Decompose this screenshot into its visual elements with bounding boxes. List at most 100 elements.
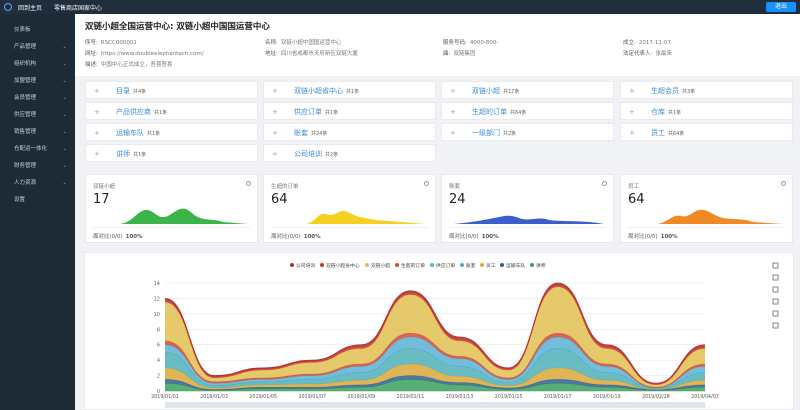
logout-button[interactable]: 退出 <box>766 2 796 12</box>
info-icon <box>424 181 429 186</box>
home-link[interactable]: 回到主页 <box>18 5 43 12</box>
y-tick-label: 6 <box>157 343 160 349</box>
link-card[interactable]: + 双链小超省中心 共1条 <box>263 81 436 99</box>
link-card[interactable]: + 生超的订单 共64条 <box>441 102 614 120</box>
link-text: 运输车队 共1条 <box>116 124 160 143</box>
link-card[interactable]: + 生超会员 共3条 <box>620 81 793 99</box>
field-label: 网址: <box>85 51 98 57</box>
menu-item[interactable]: 销售管理 ⌄ <box>0 124 75 140</box>
plus-icon: + <box>629 108 635 116</box>
menu-label: 会员管理 <box>14 95 37 101</box>
menu-item[interactable]: 人力资源 ⌄ <box>0 175 75 191</box>
link-name: 双链小超 <box>472 87 500 95</box>
menu-item[interactable]: 产品管理 ⌄ <box>0 39 75 55</box>
divider <box>628 227 785 228</box>
legend-marker <box>395 263 399 267</box>
link-card[interactable]: + 目录 共4条 <box>85 81 258 99</box>
menu-item[interactable]: 设置 <box>0 192 75 208</box>
tool-icon[interactable] <box>772 310 779 317</box>
divider <box>93 227 250 228</box>
link-text: 讲师 共1条 <box>116 145 146 164</box>
info-field: 描述: 中国中心正式成立，吾喜吾喜 <box>85 60 172 68</box>
link-name: 目录 <box>116 87 130 95</box>
compare-label: 周对比(0/0) <box>449 234 479 240</box>
legend-marker <box>500 263 504 267</box>
link-card[interactable]: + 仓库 共1条 <box>620 102 793 120</box>
area-fill <box>165 364 705 390</box>
menu-item[interactable]: 财务管理 ⌄ <box>0 158 75 174</box>
menu-item[interactable]: 仓配运一体化 ⌄ <box>0 141 75 157</box>
menu-label: 设置 <box>14 197 26 203</box>
link-card[interactable]: + 账套 共24条 <box>263 123 436 141</box>
plus-icon: + <box>629 87 635 95</box>
menu-label: 仪表板 <box>14 27 31 33</box>
legend-marker <box>530 263 534 267</box>
top-bar: 回到主页 零售商店国家中心 退出 <box>0 0 800 14</box>
info-field: 成立: 2017-11-07 <box>623 38 671 46</box>
plus-icon: + <box>94 87 100 95</box>
field-label: 序号: <box>85 40 98 46</box>
link-name: 一级部门 <box>472 129 500 137</box>
compare: 周对比(0/0) 100% <box>449 232 499 240</box>
compare: 周对比(0/0) 100% <box>628 232 678 240</box>
menu-item[interactable]: 供应管理 ⌄ <box>0 107 75 123</box>
link-card[interactable]: + 供应订单 共1条 <box>263 102 436 120</box>
field-label: 服务号码: <box>443 40 467 46</box>
legend-marker <box>430 263 434 267</box>
menu-label: 仓配运一体化 <box>14 146 48 152</box>
tool-icon[interactable] <box>772 286 779 293</box>
menu-item[interactable]: 组织机构 ⌄ <box>0 56 75 72</box>
info-icon <box>602 181 607 186</box>
compare-pct: 100% <box>303 234 321 240</box>
link-text: 双链小超 共17条 <box>472 82 519 101</box>
link-count: 共1条 <box>325 110 339 116</box>
area-line <box>164 379 706 391</box>
logo <box>4 3 12 11</box>
plus-icon: + <box>94 129 100 137</box>
legend-label: 生超的订单 <box>401 262 425 269</box>
chevron: ⌄ <box>62 146 67 152</box>
area-line <box>164 282 706 384</box>
link-text: 一级部门 共2条 <box>472 124 516 143</box>
sparkline-area <box>454 215 604 224</box>
x-tick-label: 2019/01/03 <box>200 394 228 400</box>
tool-icon[interactable] <box>772 274 779 281</box>
legend-label: 双链小超 <box>371 262 390 269</box>
x-tick-label: 2019/01/07 <box>298 394 326 400</box>
area-fill <box>165 286 705 388</box>
link-card[interactable]: + 员工 共64条 <box>620 123 793 141</box>
link-card[interactable]: + 一级部门 共2条 <box>441 123 614 141</box>
tool-icon[interactable] <box>772 322 779 329</box>
plus-icon: + <box>272 87 278 95</box>
area-line <box>164 363 706 390</box>
x-tick-label: 2019/04/03 <box>691 394 719 400</box>
link-count: 共4条 <box>133 89 147 95</box>
link-card[interactable]: + 产品供应商 共1条 <box>85 102 258 120</box>
menu-item[interactable]: 仪表板 <box>0 22 75 38</box>
area-fill <box>165 337 705 389</box>
stat-value: 17 <box>93 192 110 207</box>
menu-item[interactable]: 加盟管理 ⌄ <box>0 73 75 89</box>
x-tick-label: 2019/01/09 <box>348 394 376 400</box>
link-card[interactable]: + 双链小超 共17条 <box>441 81 614 99</box>
link-card[interactable]: + 讲师 共1条 <box>85 144 258 162</box>
menu-label: 销售管理 <box>14 129 37 135</box>
legend-label: 运输车队 <box>506 262 525 269</box>
compare: 周对比(0/0) 100% <box>93 232 143 240</box>
link-count: 共64条 <box>668 131 685 137</box>
legend-marker <box>460 263 464 267</box>
zoom-slider[interactable] <box>165 402 705 408</box>
field-value: 4000-800- <box>469 40 499 46</box>
link-card[interactable]: + 公司培训 共2条 <box>263 144 436 162</box>
chevron: ⌄ <box>62 180 67 186</box>
tool-icon[interactable] <box>772 262 779 269</box>
legend-marker <box>365 263 369 267</box>
tool-icon[interactable] <box>772 298 779 305</box>
menu-item[interactable]: 会员管理 ⌄ <box>0 90 75 106</box>
compare-label: 周对比(0/0) <box>628 234 658 240</box>
field-value: https://www.doubleelephantech.com/ <box>100 51 204 57</box>
field-label: 法定代表人: <box>623 51 653 57</box>
link-card[interactable]: + 运输车队 共1条 <box>85 123 258 141</box>
link-name: 仓库 <box>651 108 665 116</box>
y-tick-label: 8 <box>157 327 160 333</box>
